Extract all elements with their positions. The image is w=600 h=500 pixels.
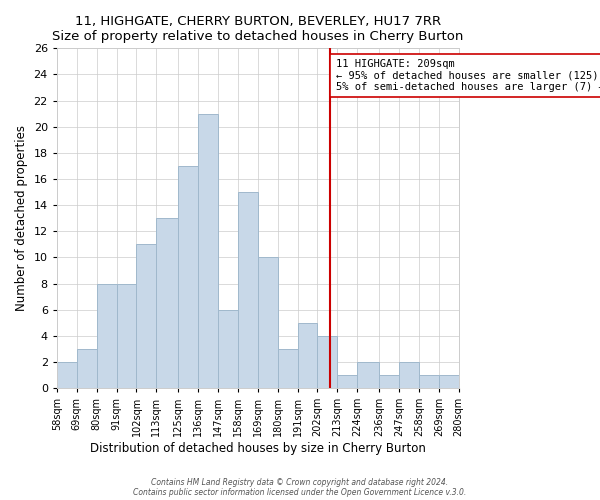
Bar (238, 192, 258, 388)
Bar (57, 362, 77, 388)
Bar (358, 362, 379, 388)
Bar (258, 258, 278, 388)
Text: 11 HIGHGATE: 209sqm
← 95% of detached houses are smaller (125)
5% of semi-detach: 11 HIGHGATE: 209sqm ← 95% of detached ho… (335, 59, 600, 92)
Bar (317, 336, 337, 388)
Text: Contains HM Land Registry data © Crown copyright and database right 2024.
Contai: Contains HM Land Registry data © Crown c… (133, 478, 467, 497)
Bar (157, 218, 178, 388)
Bar (178, 166, 198, 388)
Bar (399, 362, 419, 388)
Bar (198, 114, 218, 388)
X-axis label: Distribution of detached houses by size in Cherry Burton: Distribution of detached houses by size … (90, 442, 425, 455)
Bar (136, 244, 157, 388)
Bar (77, 349, 97, 388)
Bar (439, 375, 458, 388)
Bar (218, 310, 238, 388)
Bar (337, 375, 358, 388)
Title: 11, HIGHGATE, CHERRY BURTON, BEVERLEY, HU17 7RR
Size of property relative to det: 11, HIGHGATE, CHERRY BURTON, BEVERLEY, H… (52, 15, 463, 43)
Bar (379, 375, 399, 388)
Bar (419, 375, 439, 388)
Y-axis label: Number of detached properties: Number of detached properties (15, 125, 28, 311)
Bar (116, 284, 136, 388)
Bar (298, 322, 317, 388)
Bar (97, 284, 116, 388)
Bar (278, 349, 298, 388)
